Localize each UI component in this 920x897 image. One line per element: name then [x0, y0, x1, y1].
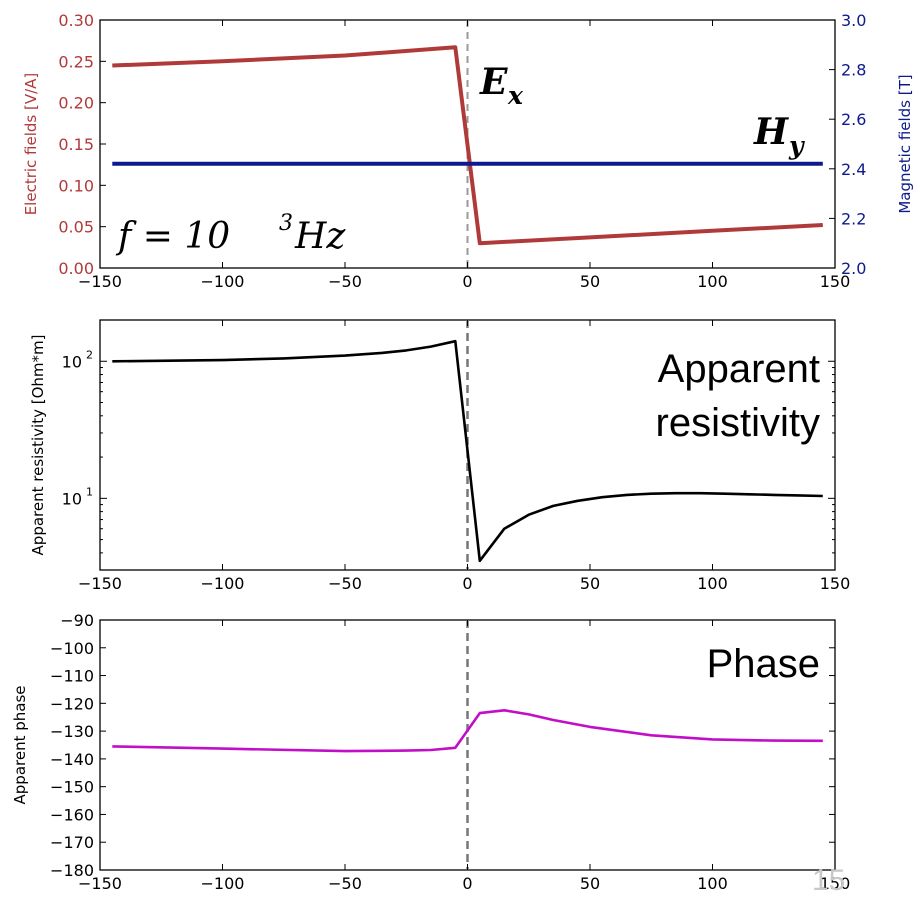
x-tick-label: −150 [78, 574, 122, 593]
y-tick-label: −180 [50, 861, 94, 880]
y-tick-label: −120 [50, 694, 94, 713]
y-tick-label: 0.00 [58, 259, 94, 278]
frequency-annotation: f = 10 3 Hz [115, 211, 346, 257]
freq-unit: Hz [294, 216, 346, 257]
ex-annotation: E x [479, 61, 524, 110]
y-tick-label: −110 [50, 667, 94, 686]
y-tick-label: 0.10 [58, 176, 94, 195]
apparent-resistivity-panel: −150 −100 −50 0 50 100 150 10 2 10 1 Apparent resi… [29, 319, 851, 593]
y-tick-label: 0.25 [58, 52, 94, 71]
x-tick-label: 0 [462, 874, 472, 893]
x-tick-label: 50 [580, 874, 600, 893]
hy-subscript: y [788, 131, 805, 160]
x-tick-label: −50 [328, 874, 362, 893]
apparent-phase-panel: −150 −100 −50 0 50 100 150 −90 −100 −110 −120 −130 −… [11, 611, 850, 893]
y-tick-exponent: 2 [86, 348, 93, 361]
panel2-ylabel: Apparent resistivity [Ohm*m] [29, 335, 47, 556]
x-tick-label: −50 [328, 272, 362, 291]
x-tick-label: 0 [462, 272, 472, 291]
y-tick-label: −170 [50, 833, 94, 852]
y2-tick-label: 2.0 [841, 259, 866, 278]
panel1-series [112, 45, 823, 246]
series-line-0 [112, 708, 823, 753]
phase-annotation: Phase [707, 642, 820, 686]
x-tick-label: 100 [697, 272, 728, 291]
panel3-ylabel: Apparent phase [11, 686, 29, 805]
x-tick-label: 50 [580, 574, 600, 593]
y-tick-label: −150 [50, 778, 94, 797]
y2-tick-label: 2.8 [841, 61, 866, 80]
freq-exponent: 3 [279, 211, 293, 236]
x-tick-label: −100 [201, 874, 245, 893]
x-tick-label: −100 [201, 272, 245, 291]
y2-tick-label: 2.4 [841, 160, 866, 179]
series-line-0 [112, 45, 823, 246]
panel1-y2label: Magnetic fields [T] [896, 74, 914, 213]
ex-subscript: x [507, 81, 524, 110]
y2-tick-label: 2.2 [841, 209, 866, 228]
panel1-ticks: −150 −100 −50 0 50 100 150 0.00 0.05 0.10 0.15 0.20… [58, 11, 866, 291]
panel2-series [112, 339, 823, 563]
panel3-series [112, 708, 823, 753]
y-tick-label: 10 [62, 489, 82, 508]
series-line-0 [112, 339, 823, 563]
y-tick-label: −130 [50, 722, 94, 741]
y2-tick-label: 2.6 [841, 110, 866, 129]
y-tick-label: −100 [50, 639, 94, 658]
hy-variable: H [753, 111, 789, 153]
resistivity-annotation-line1: Apparent [658, 347, 820, 391]
x-tick-label: 100 [697, 874, 728, 893]
x-tick-label: −150 [78, 874, 122, 893]
y-tick-label: 10 [62, 352, 82, 371]
y-tick-label: 0.05 [58, 218, 94, 237]
x-tick-label: 150 [820, 574, 851, 593]
y-tick-exponent: 1 [86, 485, 93, 498]
y-tick-label: 0.20 [58, 94, 94, 113]
freq-lhs: f = 10 [115, 216, 230, 257]
electric-magnetic-fields-panel: −150 −100 −50 0 50 100 150 0.00 0.05 0.10 0.15 0.20… [22, 11, 914, 291]
y-tick-label: −160 [50, 805, 94, 824]
y-tick-label: 0.15 [58, 135, 94, 154]
panel3-ticks: −150 −100 −50 0 50 100 150 −90 −100 −110 −120 −130 −… [50, 611, 850, 893]
y-tick-label: 0.30 [58, 11, 94, 30]
y-tick-label: −140 [50, 750, 94, 769]
ex-variable: E [479, 61, 508, 103]
hy-annotation: H y [753, 111, 805, 160]
y-tick-label: −90 [60, 611, 94, 630]
panel2-ticks: −150 −100 −50 0 50 100 150 10 2 10 1 [62, 320, 851, 593]
x-tick-label: 150 [820, 272, 851, 291]
x-tick-label: −100 [201, 574, 245, 593]
y2-tick-label: 3.0 [841, 11, 866, 30]
x-tick-label: 0 [462, 574, 472, 593]
x-tick-label: 150 [820, 874, 851, 893]
resistivity-annotation-line2: resistivity [656, 401, 820, 445]
panel1-ylabel: Electric fields [V/A] [22, 73, 40, 216]
x-tick-label: 100 [697, 574, 728, 593]
x-tick-label: −50 [328, 574, 362, 593]
page-number: 15 [812, 864, 846, 897]
x-tick-label: 50 [580, 272, 600, 291]
x-tick-label: −150 [78, 272, 122, 291]
